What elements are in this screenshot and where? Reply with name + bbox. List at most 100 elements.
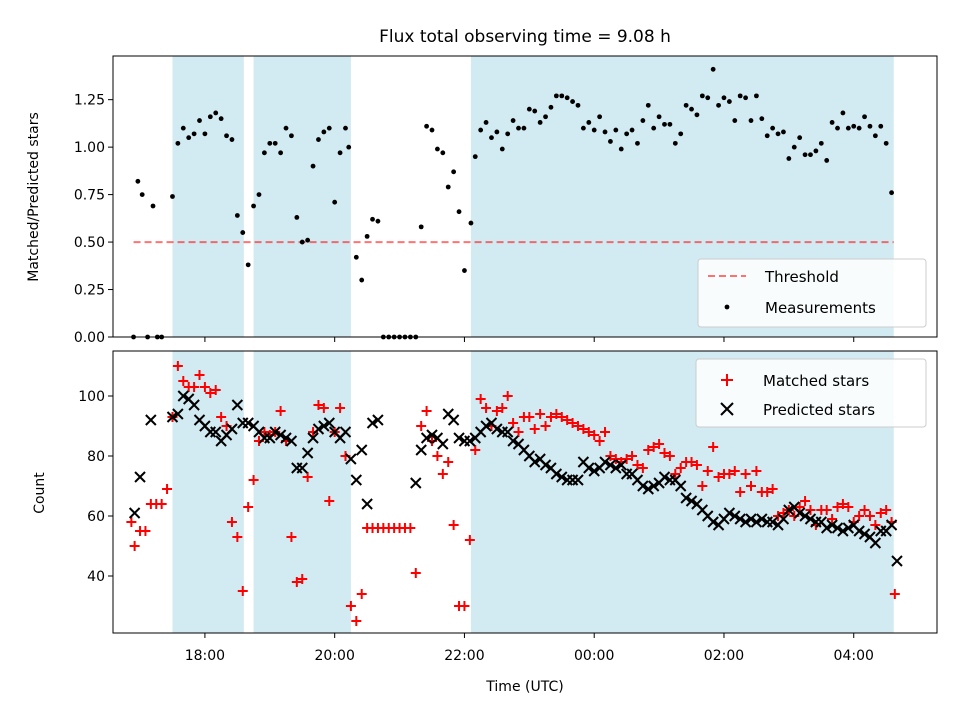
matched-stars-point (870, 520, 881, 530)
predicted-stars-point (739, 516, 752, 528)
y-tick-label: 0.25 (74, 283, 105, 299)
matched-stars-point (129, 541, 140, 551)
matched-stars-point (702, 466, 713, 476)
predicted-stars-point (556, 471, 568, 483)
measurement-point (867, 123, 873, 129)
matched-stars-point (821, 505, 832, 515)
measurement-point (299, 239, 305, 245)
bottom-x-axis: 18:00 20:00 22:00 00:00 02:00 04:00 (185, 633, 874, 664)
measurement-point (608, 139, 613, 144)
measurement-point (564, 95, 570, 101)
matched-stars-point (859, 505, 870, 515)
measurement-point (337, 150, 343, 156)
x-tick-label: 18:00 (185, 648, 225, 664)
measurement-point (732, 118, 738, 123)
measurement-point (553, 93, 559, 99)
measurement-point (586, 120, 592, 125)
predicted-stars-point (350, 474, 363, 486)
measurement-point (548, 104, 554, 110)
x-tick-label: 20:00 (315, 648, 355, 664)
predicted-stars-point (550, 468, 563, 480)
measurement-point (440, 150, 446, 156)
predicted-stars-point (128, 507, 141, 519)
bottom-legend-box (695, 358, 927, 428)
matched-stars-point (529, 424, 540, 434)
predicted-stars-point (783, 504, 795, 516)
measurement-point (624, 131, 630, 137)
measurement-point (516, 125, 521, 131)
predicted-stars-point (372, 414, 384, 426)
predicted-stars-point (177, 390, 189, 402)
measurement-point (678, 131, 684, 137)
predicted-stars-point (750, 516, 763, 528)
measurement-point (170, 194, 175, 199)
measurement-point (840, 110, 846, 116)
measurement-point (261, 150, 267, 156)
predicted-stars-point (777, 513, 790, 525)
measurement-point (651, 125, 657, 131)
matched-stars-point (594, 436, 605, 446)
predicted-stars-point (242, 417, 254, 429)
predicted-stars-point (588, 465, 600, 477)
x-tick-label: 02:00 (704, 648, 744, 664)
matched-stars-point (605, 451, 616, 461)
predicted-stars-point (615, 459, 627, 471)
predicted-stars-point (318, 420, 330, 432)
top-legend-box (697, 258, 927, 328)
measurement-point (580, 125, 586, 131)
predicted-stars-point (610, 462, 622, 474)
matched-stars-point (643, 445, 654, 455)
predicted-legend-label: Predicted stars (763, 401, 875, 419)
predicted-stars-point (675, 480, 687, 492)
matched-stars-point (464, 535, 475, 545)
predicted-stars-point (831, 522, 844, 534)
matched-stars-point (126, 517, 137, 527)
y-tick-label: 0.00 (74, 330, 105, 346)
predicted-stars-point (172, 408, 184, 420)
predicted-stars-point (572, 474, 584, 486)
predicted-legend-swatch (720, 402, 734, 416)
measurement-point (364, 233, 370, 239)
measurement-point (829, 120, 835, 125)
measurement-point (640, 118, 646, 123)
predicted-stars-point (539, 459, 552, 471)
matched-stars-point (432, 451, 443, 461)
shaded-interval-1 (253, 56, 351, 337)
predicted-stars-point (269, 426, 281, 438)
threshold-legend-label: Threshold (764, 268, 839, 286)
y-tick-label: 1.25 (74, 93, 105, 109)
measurement-point (191, 131, 197, 137)
measurement-point (667, 121, 673, 127)
measurement-point (499, 146, 505, 152)
predicted-stars-point (345, 453, 357, 465)
predicted-stars-point (296, 462, 308, 474)
measurement-point (526, 106, 532, 112)
measurement-point (537, 120, 543, 125)
matched-stars-point (686, 457, 697, 467)
predicted-stars-point (145, 414, 157, 426)
measurement-point (597, 114, 603, 120)
measurement-point (872, 133, 878, 139)
matched-stars-point (735, 487, 746, 497)
matched-stars-point (416, 421, 427, 431)
matched-stars-point (889, 589, 900, 599)
measurement-point (737, 93, 743, 99)
measurement-point (456, 209, 462, 215)
measurement-point (705, 95, 711, 101)
measurement-point (332, 199, 338, 205)
predicted-stars-point (226, 423, 238, 435)
measurement-point (645, 102, 651, 108)
predicted-stars-point (280, 432, 292, 444)
predicted-stars-point (793, 507, 806, 519)
matched-stars-point (800, 496, 811, 506)
shaded-interval-1 (253, 351, 351, 633)
count-panel: 40 60 80 100 18:00 20:00 22:00 00:00 02:00 04:00… (32, 350, 938, 695)
measurement-point (602, 129, 608, 135)
measurement-point (139, 192, 145, 198)
matched-stars-point (324, 496, 335, 506)
y-tick-label: 100 (78, 389, 105, 405)
measurement-point (716, 102, 721, 108)
predicted-stars-point (529, 456, 541, 468)
measurement-point (862, 114, 867, 120)
measurement-point (570, 99, 575, 104)
